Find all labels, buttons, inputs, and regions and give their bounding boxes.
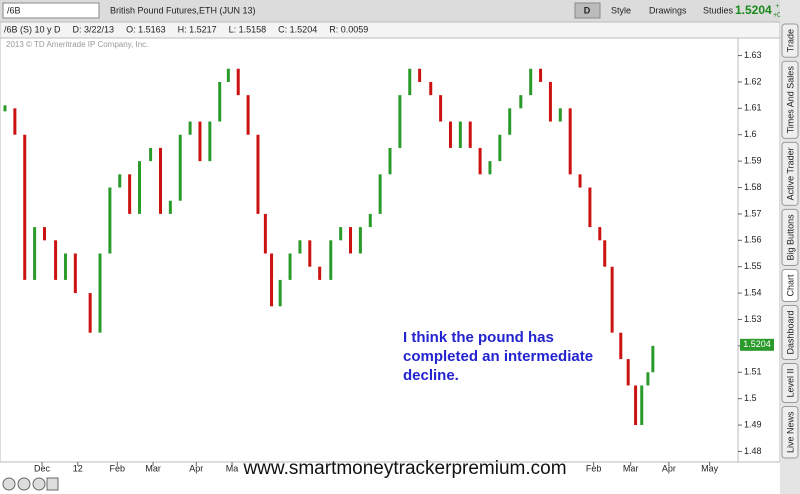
annotation: I think the pound has completed an inter… <box>403 329 594 384</box>
tab-label: Level II <box>785 369 795 398</box>
y-tick-label: 1.53 <box>744 314 762 324</box>
info-field: L: 1.5158 <box>229 24 267 34</box>
last-price-badge <box>740 338 774 351</box>
x-tick-label: Apr <box>189 463 203 473</box>
info-field: C: 1.5204 <box>278 24 317 34</box>
x-tick-label: Feb <box>586 463 602 473</box>
watermark: 2013 © TD Ameritrade IP Company, Inc. <box>6 40 148 49</box>
x-tick-label: May <box>701 463 719 473</box>
tab-label: Live News <box>785 411 795 453</box>
last-price-label: 1.5204 <box>743 339 771 349</box>
zoom-controls[interactable] <box>2 477 59 491</box>
side-tab[interactable]: Big Buttons <box>781 208 799 266</box>
y-tick-label: 1.6 <box>744 129 757 139</box>
y-tick-label: 1.48 <box>744 446 762 456</box>
price-axis <box>737 37 781 463</box>
tab-bg <box>781 363 799 404</box>
y-tick-label: 1.59 <box>744 156 762 166</box>
tab-label: Times And Sales <box>785 66 795 134</box>
tab-bg <box>781 23 799 58</box>
symbol-box[interactable] <box>2 2 100 19</box>
x-tick-label: Apr <box>662 463 676 473</box>
info-field: R: 0.0059 <box>329 24 368 34</box>
tab-label: Trade <box>785 29 795 52</box>
y-tick-label: 1.56 <box>744 235 762 245</box>
x-tick-label: Ma <box>226 463 239 473</box>
y-tick-label: 1.63 <box>744 50 762 60</box>
side-tab[interactable]: Chart <box>781 268 799 302</box>
toolbar-button[interactable]: Drawings <box>649 5 687 15</box>
side-tab[interactable]: Dashboard <box>781 304 799 360</box>
side-tab[interactable]: Live News <box>781 406 799 459</box>
y-tick-label: 1.49 <box>744 419 762 429</box>
description: British Pound Futures,ETH (JUN 13) <box>110 5 256 15</box>
x-tick-label: Dec <box>34 463 51 473</box>
side-tab[interactable]: Active Trader <box>781 141 799 206</box>
y-tick-label: 1.55 <box>744 261 762 271</box>
toolbar-button[interactable]: Studies <box>703 5 734 15</box>
y-tick-label: 1.58 <box>744 182 762 192</box>
x-tick-label: Mar <box>623 463 639 473</box>
annotation-box: I think the pound has completed an inter… <box>403 329 594 384</box>
tab-label: Chart <box>785 274 795 297</box>
tab-label: Big Buttons <box>785 214 795 261</box>
y-tick-label: 1.57 <box>744 208 762 218</box>
tab-bg <box>781 268 799 302</box>
tab-label: Active Trader <box>785 147 795 200</box>
tab-bg <box>781 208 799 266</box>
x-tick-label: Mar <box>145 463 161 473</box>
footer-url: www.smartmoneytrackerpremium.com <box>242 458 566 479</box>
side-tab[interactable]: Times And Sales <box>781 60 799 139</box>
info-field: D: 3/22/13 <box>73 24 115 34</box>
tab-label: Dashboard <box>785 310 795 354</box>
period-button[interactable] <box>574 2 601 19</box>
info-field: H: 1.5217 <box>178 24 217 34</box>
y-tick-label: 1.61 <box>744 103 762 113</box>
tab-bg <box>781 60 799 139</box>
toolbar-button[interactable]: Style <box>611 5 631 15</box>
y-tick-label: 1.54 <box>744 287 762 297</box>
x-tick-label: 12 <box>73 463 83 473</box>
info-bar <box>0 21 781 39</box>
side-tab[interactable]: Trade <box>781 23 799 58</box>
x-tick-label: Feb <box>110 463 126 473</box>
period: D <box>584 5 591 15</box>
tab-bg <box>781 406 799 459</box>
last-price: 1.5204 <box>735 3 772 17</box>
y-tick-label: 1.51 <box>744 367 762 377</box>
tab-bg <box>781 304 799 360</box>
y-tick-label: 1.5 <box>744 393 757 403</box>
plot-area <box>0 37 739 463</box>
info-field: O: 1.5163 <box>126 24 166 34</box>
y-tick-label: 1.62 <box>744 76 762 86</box>
info-field: /6B (S) 10 y D <box>4 24 61 34</box>
symbol: /6B <box>7 5 21 15</box>
tab-bg <box>781 141 799 206</box>
side-tab[interactable]: Level II <box>781 363 799 404</box>
